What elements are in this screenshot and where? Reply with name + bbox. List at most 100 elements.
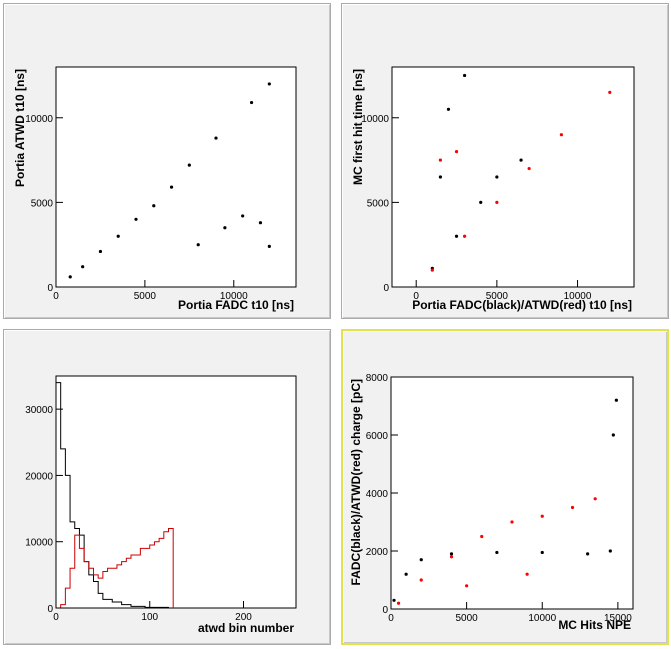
y-tick-label: 0 (47, 283, 53, 294)
x-tick-label: 200 (235, 612, 252, 623)
y-tick-label: 5000 (31, 198, 54, 209)
scatter-point (392, 598, 396, 602)
y-tick-label: 10000 (361, 114, 389, 125)
plot-atwd-bin-histogram: 0 100 200 0 10000 20000 30000 atwd bin number (25, 375, 297, 635)
scatter-point (449, 552, 454, 556)
scatter-point (463, 234, 467, 238)
x-tick-label: 10000 (528, 613, 556, 624)
scatter-point (495, 550, 499, 555)
scatter-point (540, 514, 544, 518)
scatter-point (593, 497, 597, 501)
plot-area (68, 82, 271, 279)
scatter-point (214, 136, 218, 140)
x-tick-label: 0 (53, 612, 59, 623)
scatter-point (463, 73, 467, 78)
y-axis-label: FADC(black)/ATWD(red) charge [pC] (349, 379, 363, 585)
scatter-point (223, 226, 227, 230)
scatter-point (480, 534, 484, 539)
histogram-series (60, 527, 174, 608)
y-tick-label: 6000 (366, 431, 389, 442)
scatter-point (134, 217, 138, 221)
y-tick-label: 10000 (25, 538, 53, 549)
scatter-point (449, 555, 454, 559)
y-tick-label: 2000 (366, 547, 389, 558)
scatter-point (540, 550, 544, 555)
pad-atwd-bin-histogram: 0 100 200 0 10000 20000 30000 atwd bin number (3, 329, 331, 645)
x-tick-label: 0 (53, 291, 59, 302)
y-tick-label: 4000 (366, 489, 389, 500)
pad-charge-vs-npe[interactable]: 0 5000 10000 15000 0 2000 4000 6000 8000 MC Hits … (341, 329, 669, 645)
scatter-point (249, 100, 254, 105)
x-axis-label: MC Hits NPE (558, 618, 631, 632)
scatter-point (519, 158, 523, 162)
plot-frame (55, 375, 297, 609)
y-axis-label: MC first hit time [ns] (351, 69, 365, 185)
y-tick-label: 20000 (25, 471, 53, 482)
y-tick-label: 0 (383, 283, 389, 294)
scatter-point (98, 249, 103, 254)
y-axis-label: Portia ATWD t10 [ns] (13, 69, 27, 187)
pad-fadc-vs-atwd: 0 5000 10000 0 5000 10000 Portia FADC t10 [ns]… (3, 3, 331, 319)
y-tick-label: 0 (382, 605, 388, 616)
plot-frame (55, 66, 297, 288)
scatter-point (608, 90, 612, 94)
scatter-point (438, 158, 442, 162)
scatter-point (68, 275, 72, 279)
x-axis-label: Portia FADC(black)/ATWD(red) t10 [ns] (412, 298, 632, 312)
scatter-point (527, 166, 531, 171)
scatter-point (438, 175, 442, 179)
plot-charge-vs-npe: 0 5000 10000 15000 0 2000 4000 6000 8000 MC Hits … (349, 373, 634, 632)
plot-frame (391, 66, 635, 288)
x-tick-label: 10000 (564, 291, 592, 302)
y-tick-label: 0 (47, 604, 53, 615)
plot-frame (390, 376, 634, 610)
scatter-point (611, 433, 615, 437)
scatter-point (559, 133, 563, 137)
scatter-point (267, 82, 271, 86)
scatter-point (187, 163, 191, 167)
scatter-point (525, 572, 529, 576)
x-axis-label: atwd bin number (198, 621, 294, 635)
scatter-point (446, 107, 451, 111)
scatter-point (258, 221, 263, 225)
scatter-point (608, 549, 612, 553)
scatter-point (570, 505, 575, 510)
scatter-point (495, 175, 499, 179)
scatter-point (479, 200, 483, 204)
scatter-point (196, 243, 200, 247)
pad-fadc-atwd-vs-mc: 0 5000 10000 0 5000 10000 Portia FADC(black)/A… (341, 3, 669, 319)
plot-area (392, 398, 618, 605)
plot-area (56, 382, 174, 608)
scatter-point (454, 234, 459, 238)
x-tick-label: 100 (141, 612, 158, 623)
scatter-point (152, 204, 156, 208)
scatter-point (614, 398, 618, 402)
scatter-point (116, 234, 120, 238)
y-tick-label: 30000 (25, 405, 53, 416)
y-tick-label: 5000 (367, 198, 390, 209)
scatter-point (396, 601, 401, 605)
scatter-point (81, 265, 85, 269)
scatter-point (465, 584, 469, 588)
x-tick-label: 5000 (456, 613, 479, 624)
scatter-point (267, 244, 271, 248)
scatter-point (404, 572, 408, 576)
scatter-point (419, 578, 423, 582)
scatter-point (169, 185, 174, 189)
scatter-point (454, 150, 459, 154)
x-tick-label: 10000 (220, 291, 248, 302)
plot-area (430, 73, 612, 272)
x-tick-label: 15000 (604, 613, 632, 624)
histogram-series (56, 382, 169, 608)
y-tick-label: 10000 (25, 114, 53, 125)
x-tick-label: 5000 (486, 291, 509, 302)
x-tick-label: 0 (388, 613, 394, 624)
scatter-point (510, 520, 514, 524)
y-tick-label: 8000 (366, 373, 389, 384)
scatter-point (241, 214, 245, 218)
x-axis-label: Portia FADC t10 [ns] (178, 298, 294, 312)
scatter-point (419, 558, 423, 562)
scatter-point (495, 200, 499, 204)
